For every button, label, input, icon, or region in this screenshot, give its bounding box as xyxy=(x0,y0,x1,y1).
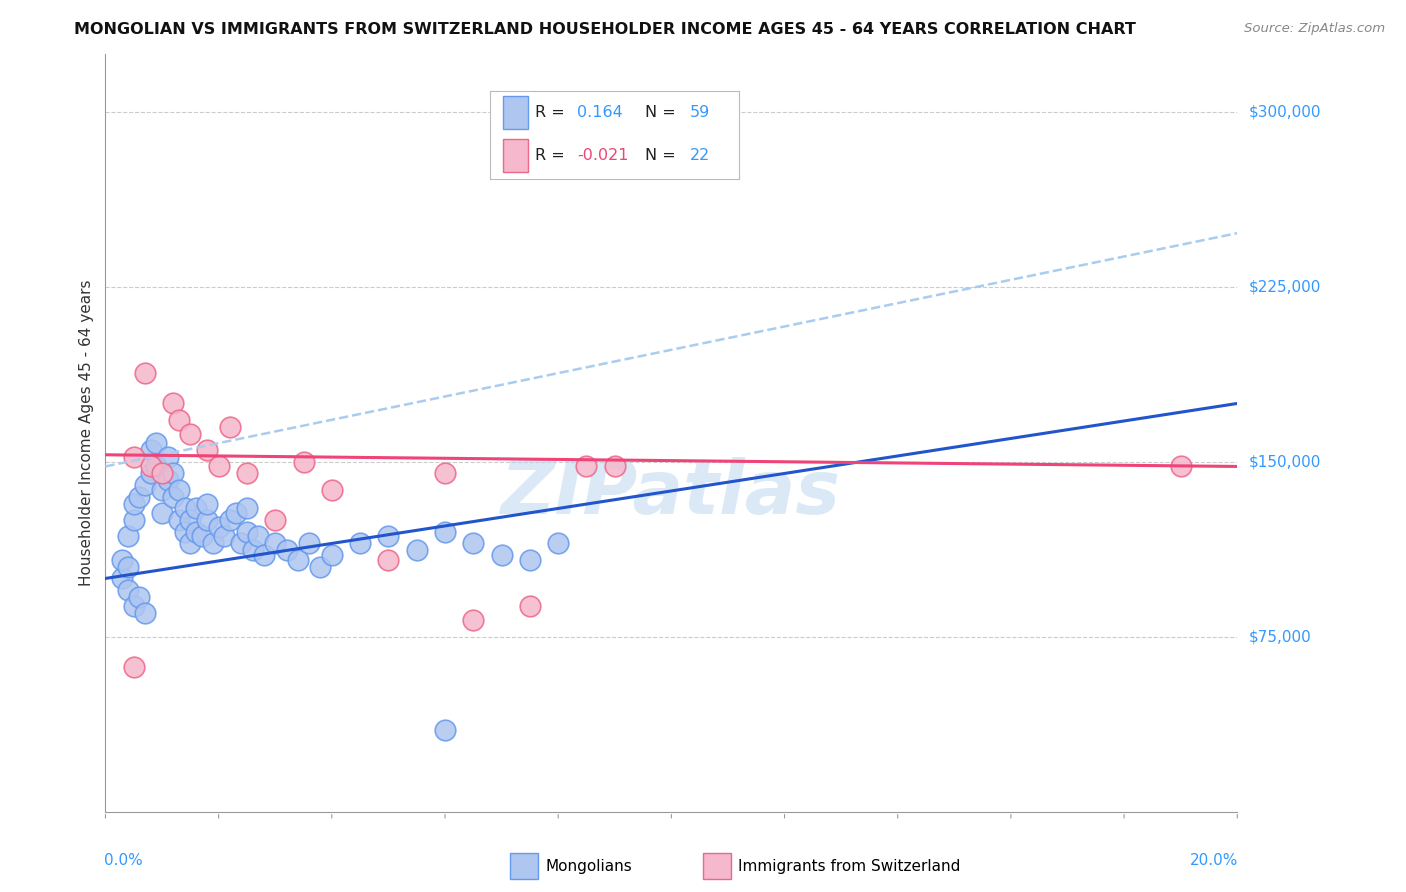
Point xyxy=(219,419,242,434)
Point xyxy=(287,553,309,567)
Text: ZIPatlas: ZIPatlas xyxy=(502,457,841,530)
FancyBboxPatch shape xyxy=(703,854,731,879)
Text: MONGOLIAN VS IMMIGRANTS FROM SWITZERLAND HOUSEHOLDER INCOME AGES 45 - 64 YEARS C: MONGOLIAN VS IMMIGRANTS FROM SWITZERLAND… xyxy=(73,22,1136,37)
Point xyxy=(231,536,253,550)
Point xyxy=(111,553,134,567)
Point xyxy=(173,501,195,516)
Point xyxy=(219,513,242,527)
Text: Immigrants from Switzerland: Immigrants from Switzerland xyxy=(738,859,960,873)
Point xyxy=(463,614,485,628)
FancyBboxPatch shape xyxy=(510,854,537,879)
Point xyxy=(122,497,145,511)
Point xyxy=(145,436,167,450)
Point xyxy=(253,548,276,562)
Point xyxy=(201,536,224,550)
Point xyxy=(433,524,456,539)
Point xyxy=(547,536,569,550)
Point xyxy=(603,459,626,474)
Point xyxy=(276,543,298,558)
Point xyxy=(225,506,247,520)
Point xyxy=(184,524,207,539)
Point xyxy=(433,723,456,737)
Point xyxy=(139,467,162,481)
Point xyxy=(1170,459,1192,474)
Point xyxy=(195,443,218,458)
Point xyxy=(242,543,264,558)
Point xyxy=(122,599,145,614)
Point xyxy=(150,467,173,481)
Point xyxy=(405,543,427,558)
Point xyxy=(519,599,541,614)
Point xyxy=(162,490,184,504)
Point xyxy=(122,660,145,674)
Point xyxy=(195,497,218,511)
Point xyxy=(145,459,167,474)
Point xyxy=(377,529,399,543)
Point xyxy=(264,513,287,527)
Point xyxy=(184,501,207,516)
Text: $225,000: $225,000 xyxy=(1249,279,1320,294)
Point xyxy=(122,513,145,527)
Point xyxy=(236,501,259,516)
Point xyxy=(321,483,343,497)
Point xyxy=(190,529,212,543)
Point xyxy=(150,506,173,520)
Point xyxy=(298,536,321,550)
Text: Source: ZipAtlas.com: Source: ZipAtlas.com xyxy=(1244,22,1385,36)
Point xyxy=(167,483,190,497)
Point xyxy=(122,450,145,464)
Point xyxy=(292,455,315,469)
Text: 0.0%: 0.0% xyxy=(104,854,143,869)
Point xyxy=(111,571,134,585)
Point xyxy=(195,513,218,527)
Point xyxy=(134,607,156,621)
Point xyxy=(156,450,179,464)
Point xyxy=(134,366,156,380)
Text: Mongolians: Mongolians xyxy=(546,859,633,873)
Point xyxy=(321,548,343,562)
Point xyxy=(236,467,259,481)
Point xyxy=(208,520,231,534)
Point xyxy=(173,524,195,539)
Point xyxy=(575,459,598,474)
Point xyxy=(264,536,287,550)
Point xyxy=(179,536,201,550)
Point xyxy=(162,467,184,481)
Point xyxy=(117,529,139,543)
Point xyxy=(519,553,541,567)
Point xyxy=(134,478,156,492)
Point xyxy=(433,467,456,481)
Y-axis label: Householder Income Ages 45 - 64 years: Householder Income Ages 45 - 64 years xyxy=(79,279,94,586)
Point xyxy=(139,459,162,474)
Point xyxy=(117,559,139,574)
Text: 20.0%: 20.0% xyxy=(1189,854,1239,869)
Point xyxy=(162,396,184,410)
Point xyxy=(491,548,513,562)
Point xyxy=(139,443,162,458)
Point xyxy=(309,559,332,574)
Point xyxy=(150,483,173,497)
Point xyxy=(128,490,150,504)
Text: $75,000: $75,000 xyxy=(1249,629,1312,644)
Point xyxy=(167,413,190,427)
Point xyxy=(377,553,399,567)
Point xyxy=(208,459,231,474)
Point xyxy=(463,536,485,550)
Text: $150,000: $150,000 xyxy=(1249,454,1320,469)
Point xyxy=(247,529,270,543)
Point xyxy=(167,513,190,527)
Point xyxy=(128,590,150,604)
Point xyxy=(236,524,259,539)
Point xyxy=(214,529,236,543)
Point xyxy=(179,513,201,527)
Point xyxy=(156,474,179,488)
Text: $300,000: $300,000 xyxy=(1249,104,1320,120)
Point xyxy=(349,536,371,550)
Point xyxy=(179,426,201,441)
Point xyxy=(117,583,139,598)
